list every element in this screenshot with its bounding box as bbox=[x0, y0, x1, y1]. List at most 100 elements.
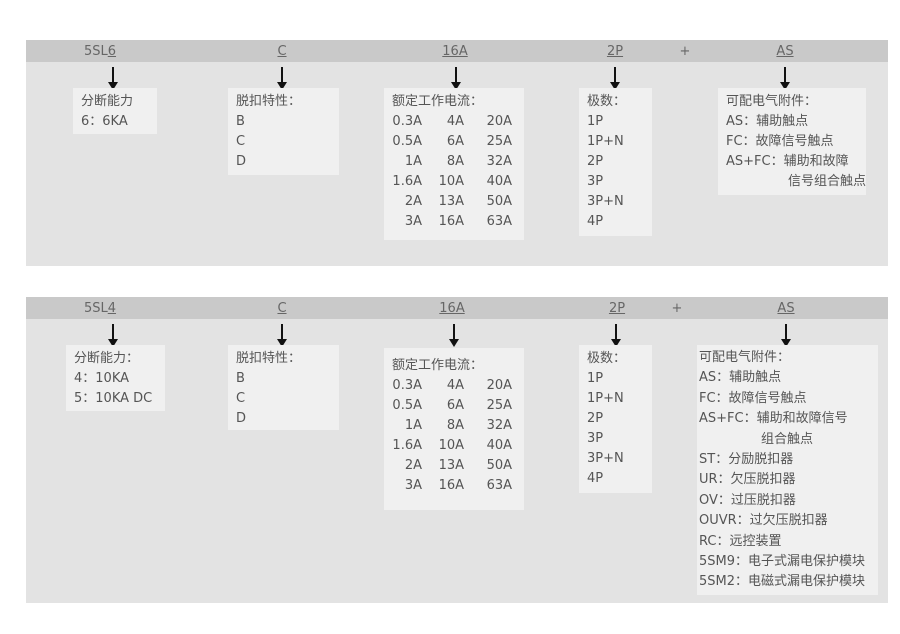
list-item: 组合触点 bbox=[761, 431, 814, 447]
current-value: 32A bbox=[486, 418, 512, 433]
list-item: ST：分励脱扣器 bbox=[699, 452, 794, 468]
current-value: 2A bbox=[404, 194, 422, 209]
current-row: 3A 16A 63A bbox=[392, 476, 516, 496]
current-row: 0.5A 6A 25A bbox=[392, 396, 516, 416]
list-item: AS+FC：辅助和故障信号 bbox=[699, 411, 848, 427]
current-value: 1.6A bbox=[392, 174, 422, 189]
current-value: 25A bbox=[486, 134, 512, 149]
current-value: 20A bbox=[486, 378, 512, 393]
current-value: 13A bbox=[438, 194, 464, 209]
list-item: 2P bbox=[587, 154, 604, 169]
current-value: 25A bbox=[486, 398, 512, 413]
model-code-bar: 5SL6 C 16A 2P + AS bbox=[26, 40, 888, 62]
list-item: 3P bbox=[587, 431, 604, 446]
list-item: C bbox=[236, 134, 246, 149]
list-item: FC：故障信号触点 bbox=[699, 390, 807, 406]
plus-sign: + bbox=[671, 301, 683, 316]
trip-characteristic-box: 脱扣特性： B C D bbox=[228, 88, 339, 175]
accessory-code: AS bbox=[776, 44, 794, 59]
list-item: 3P+N bbox=[587, 451, 624, 466]
current-value: 0.5A bbox=[392, 134, 422, 149]
accessory-code: AS bbox=[777, 301, 795, 316]
current-value: 6A bbox=[446, 398, 464, 413]
current-value: 0.3A bbox=[392, 114, 422, 129]
box-title: 可配电气附件： bbox=[726, 94, 818, 109]
current-value: 4A bbox=[446, 114, 464, 129]
list-item: D bbox=[236, 411, 247, 426]
current-value: 3A bbox=[404, 478, 422, 493]
list-item: OUVR：过欠压脱扣器 bbox=[699, 513, 828, 529]
current-value: 1.6A bbox=[392, 438, 422, 453]
list-item: OV：过压脱扣器 bbox=[699, 492, 796, 508]
arrow-down-icon bbox=[781, 324, 791, 347]
current-table: 0.3A 4A 20A 0.5A 6A 25A 1A 8A 32A 1.6A 10A 40A 2A 13A… bbox=[392, 376, 516, 496]
list-item: 4P bbox=[587, 214, 604, 229]
box-title: 分断能力 bbox=[81, 94, 134, 109]
list-item: C bbox=[236, 391, 246, 406]
poles-code: 2P bbox=[608, 301, 626, 316]
current-row: 0.3A 4A 20A bbox=[392, 112, 516, 132]
list-item: AS：辅助触点 bbox=[699, 370, 782, 386]
list-item: AS+FC：辅助和故障 bbox=[726, 154, 849, 169]
list-item: RC：远控装置 bbox=[699, 533, 782, 549]
current-value: 4A bbox=[446, 378, 464, 393]
current-row: 1.6A 10A 40A bbox=[392, 172, 516, 192]
model-digit: 6 bbox=[107, 44, 117, 59]
list-item: 4：10KA bbox=[74, 371, 130, 386]
trip-code: C bbox=[277, 301, 287, 316]
accessories-box: 可配电气附件： AS：辅助触点 FC：故障信号触点 AS+FC：辅助和故障信号 … bbox=[697, 345, 878, 595]
arrow-down-icon bbox=[277, 67, 287, 90]
list-item: 5：10KA DC bbox=[74, 391, 153, 406]
list-item: 3P+N bbox=[587, 194, 624, 209]
current-value: 1A bbox=[404, 418, 422, 433]
arrow-down-icon bbox=[277, 324, 287, 347]
poles-box: 极数： 1P 1P+N 2P 3P 3P+N 4P bbox=[579, 88, 652, 236]
rated-current-box: 额定工作电流： 0.3A 4A 20A 0.5A 6A 25A 1A 8A 32A 1.6A 10A… bbox=[384, 348, 524, 510]
box-title: 脱扣特性： bbox=[236, 351, 302, 366]
current-value: 63A bbox=[486, 214, 512, 229]
list-item: 6：6KA bbox=[81, 114, 128, 129]
arrow-down-icon bbox=[108, 324, 118, 347]
current-value: 1A bbox=[404, 154, 422, 169]
current-row: 1A 8A 32A bbox=[392, 152, 516, 172]
current-code: 16A bbox=[442, 44, 468, 59]
list-item: 1P bbox=[587, 114, 604, 129]
current-value: 16A bbox=[438, 214, 464, 229]
current-value: 6A bbox=[446, 134, 464, 149]
arrow-down-icon bbox=[108, 67, 118, 90]
current-value: 13A bbox=[438, 458, 464, 473]
list-item: D bbox=[236, 154, 247, 169]
arrow-down-icon bbox=[611, 324, 621, 347]
current-row: 0.3A 4A 20A bbox=[392, 376, 516, 396]
current-value: 40A bbox=[486, 174, 512, 189]
list-item: 3P bbox=[587, 174, 604, 189]
list-item: 4P bbox=[587, 471, 604, 486]
current-value: 2A bbox=[404, 458, 422, 473]
list-item: B bbox=[236, 371, 245, 386]
rated-current-box: 额定工作电流： 0.3A 4A 20A 0.5A 6A 25A 1A 8A 32A 1.6A 10A… bbox=[384, 88, 524, 240]
current-row: 3A 16A 63A bbox=[392, 212, 516, 232]
breaking-capacity-box: 分断能力 6：6KA bbox=[73, 88, 157, 134]
list-item: 5SM9：电子式漏电保护模块 bbox=[699, 554, 866, 570]
list-item: 1P+N bbox=[587, 391, 624, 406]
list-item: AS：辅助触点 bbox=[726, 114, 809, 129]
box-title: 额定工作电流： bbox=[392, 94, 484, 109]
current-value: 8A bbox=[446, 154, 464, 169]
trip-characteristic-box: 脱扣特性： B C D bbox=[228, 345, 339, 430]
current-value: 40A bbox=[486, 438, 512, 453]
current-value: 0.5A bbox=[392, 398, 422, 413]
current-row: 0.5A 6A 25A bbox=[392, 132, 516, 152]
model-digit: 4 bbox=[107, 301, 117, 316]
current-code: 16A bbox=[439, 301, 465, 316]
list-item: 信号组合触点 bbox=[788, 174, 867, 189]
current-row: 2A 13A 50A bbox=[392, 456, 516, 476]
poles-code: 2P bbox=[606, 44, 624, 59]
current-value: 50A bbox=[486, 458, 512, 473]
model-code: 5SL6 bbox=[84, 44, 116, 59]
current-value: 10A bbox=[438, 438, 464, 453]
arrow-down-icon bbox=[780, 67, 790, 90]
current-value: 50A bbox=[486, 194, 512, 209]
model-prefix: 5SL bbox=[83, 301, 108, 316]
arrow-down-icon bbox=[449, 324, 459, 347]
arrow-down-icon bbox=[610, 67, 620, 90]
